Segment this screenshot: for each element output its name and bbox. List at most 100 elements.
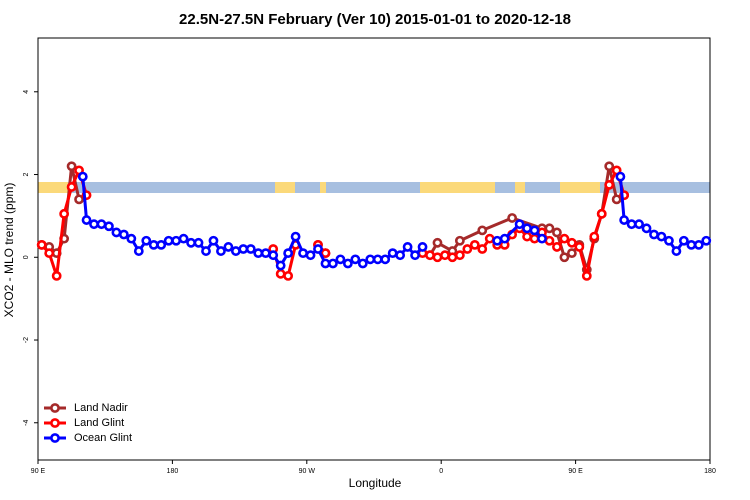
y-axis-label: XCO2 - MLO trend (ppm) [2,183,16,318]
data-point [201,246,211,256]
data-point [499,233,510,244]
data-point [111,227,122,238]
data-point [357,258,368,269]
data-point [193,237,204,248]
data-point [77,171,88,182]
data-point [36,239,47,250]
data-point [283,248,294,259]
series-line [41,165,625,276]
data-point [171,235,182,246]
data-point [141,235,152,246]
data-point [615,171,626,182]
land-strip [275,182,295,193]
data-point [260,248,271,259]
data-point [81,215,92,225]
data-point [163,235,174,246]
data-point [66,182,77,192]
data-point [402,242,413,252]
legend-label: Land Glint [74,417,124,429]
data-point [589,231,600,242]
data-point [387,248,398,259]
data-point [581,270,592,281]
land-strip [515,182,525,193]
data-point [126,233,137,244]
data-point [544,235,555,246]
data-point [268,250,279,261]
x-tick-label: 180 [167,468,179,475]
data-point [671,246,682,256]
data-point [626,219,637,230]
data-point [664,235,674,246]
data-point [395,250,406,261]
data-point [507,213,518,223]
data-point [425,250,435,261]
legend-label: Ocean Glint [74,432,132,444]
y-tick-label: 0 [23,255,30,259]
data-point [89,219,99,230]
data-point [693,239,704,250]
data-point [156,239,167,250]
y-tick-label: 2 [23,172,30,176]
data-point [365,254,376,265]
land-strip [420,182,495,193]
data-point [342,258,353,269]
data-point [604,161,615,172]
legend-marker [50,418,60,428]
data-point [552,227,562,238]
data-point [245,244,256,254]
legend: Land Nadir Land Glint Ocean Glint [44,402,132,444]
data-point [305,250,316,261]
data-point [275,268,286,279]
data-point [522,223,532,234]
legend-label: Land Nadir [74,402,128,414]
data-point [350,254,361,265]
data-point [566,248,577,259]
data-point [186,237,196,248]
map-band [38,182,710,193]
data-point [522,231,532,242]
data-point [372,254,383,265]
data-point [320,258,331,269]
data-point [328,258,338,269]
data-point [469,239,480,250]
data-point [656,231,667,242]
data-point [559,233,570,244]
land-strip [560,182,600,193]
data-point [552,242,562,252]
data-point [477,225,488,236]
data-point [223,242,234,252]
data-point [484,233,495,244]
chart-title: 22.5N-27.5N February (Ver 10) 2015-01-01… [179,11,571,28]
y-tick-label: -4 [23,420,30,426]
data-point [447,252,458,263]
data-point [44,248,55,259]
data-point [454,235,465,246]
x-tick-label: 90 W [299,468,316,475]
data-point [178,233,189,244]
y-tick-label: 4 [23,90,30,94]
data-point [320,248,331,259]
data-point [133,246,144,256]
data-point [477,244,488,254]
data-point [432,252,443,263]
data-point [492,235,503,246]
data-point [619,215,630,225]
land-strip [38,182,68,193]
data-point [118,229,129,240]
data-point [208,235,219,246]
data-point [544,223,555,234]
x-axis-label: Longitude [349,476,402,490]
plot-frame [37,37,711,461]
data-point [230,246,241,256]
x-tick-label: 0 [439,468,443,475]
legend-marker [50,433,60,443]
data-point [454,250,465,261]
data-point [417,242,428,252]
data-point [238,244,249,254]
data-point [686,239,697,250]
data-point [649,229,659,240]
y-tick-label: -2 [23,337,30,343]
data-point [290,231,301,242]
data-point [104,221,114,232]
